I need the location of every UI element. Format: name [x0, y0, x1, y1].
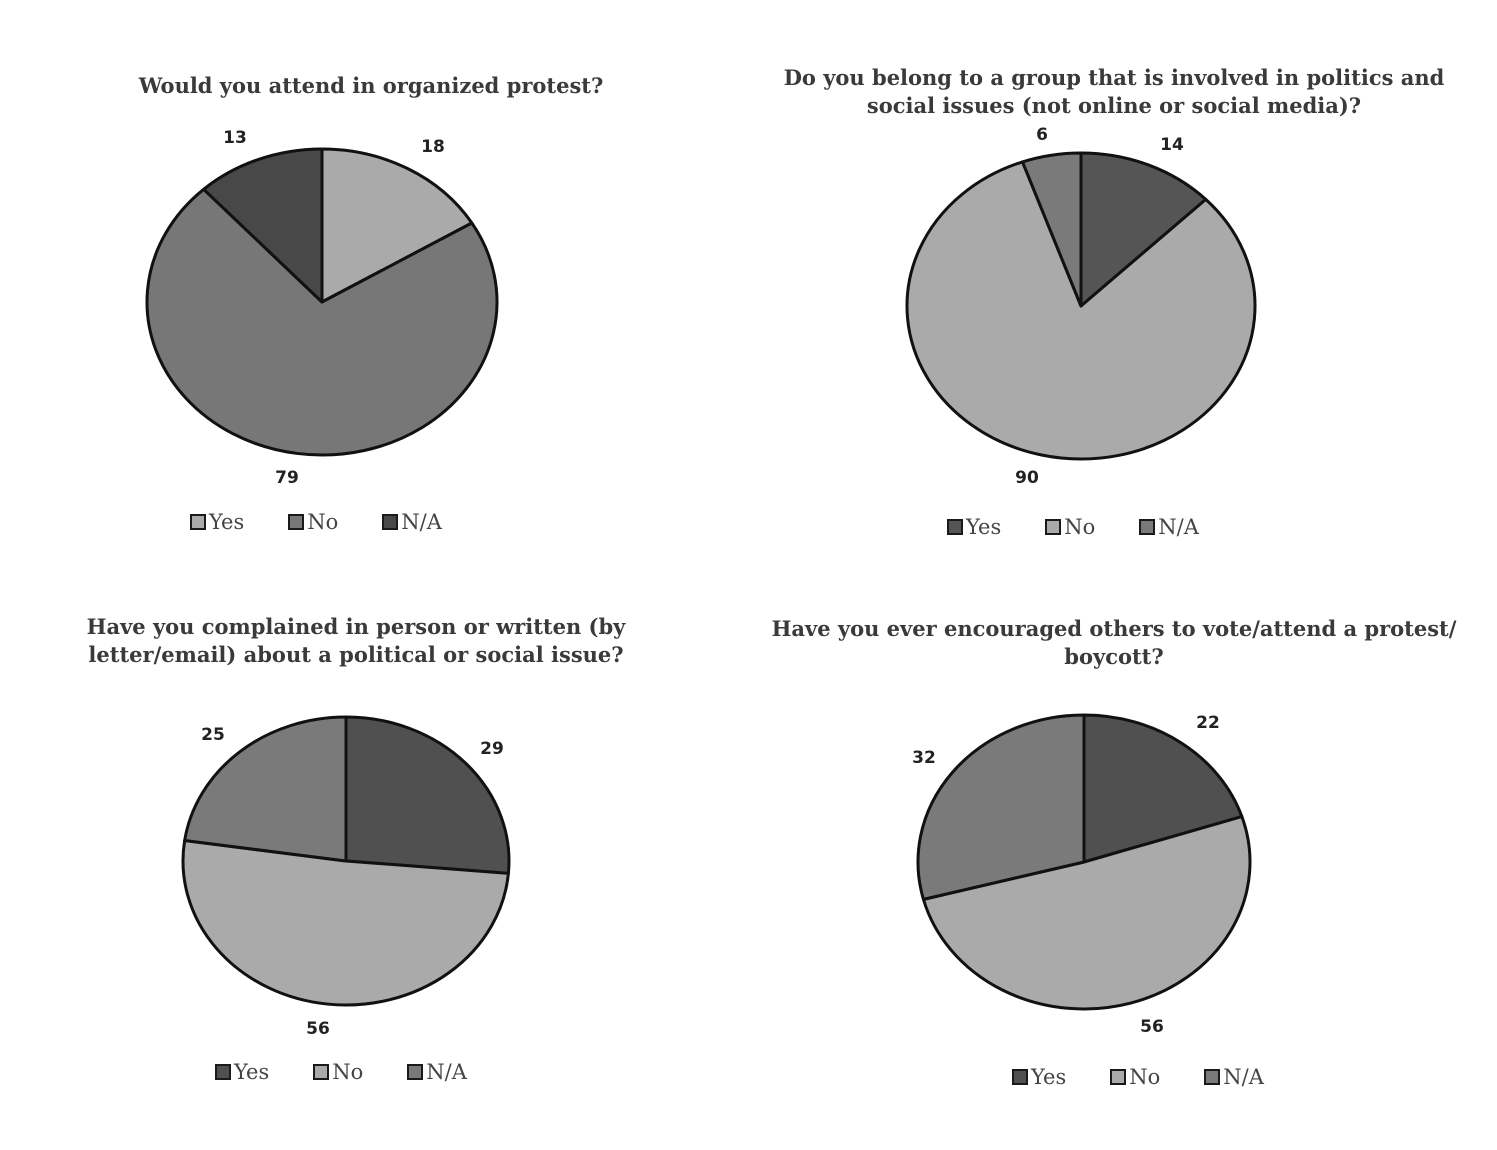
- chart-panel-2: Do you belong to a group that is involve…: [740, 0, 1488, 575]
- chart-legend: Yes No N/A: [215, 1060, 467, 1084]
- pie-slice-yes: [344, 715, 511, 875]
- pie-slice-n-a: [1021, 151, 1083, 308]
- legend-label: Yes: [966, 515, 1002, 539]
- legend-item: No: [313, 1060, 363, 1084]
- data-label: 6: [1036, 125, 1048, 145]
- legend-swatch: [190, 514, 206, 530]
- legend-swatch: [313, 1064, 330, 1080]
- data-label: 25: [201, 725, 225, 745]
- data-label: 90: [1015, 468, 1039, 488]
- pie-chart: 29 56 25: [181, 715, 511, 1039]
- legend-item: N/A: [382, 510, 442, 534]
- legend-item: Yes: [190, 510, 244, 534]
- legend-item: N/A: [407, 1060, 467, 1084]
- pie-slice-yes: [1082, 713, 1244, 864]
- legend-label: N/A: [426, 1060, 467, 1084]
- pie-slice-n-a: [202, 147, 324, 304]
- chart-panel-3: Have you complained in person or written…: [0, 575, 748, 1150]
- legend-label: N/A: [401, 510, 442, 534]
- legend-swatch: [288, 514, 305, 530]
- chart-title: Have you ever encouraged others to vote/…: [771, 616, 1457, 669]
- chart-panel-1: Would you attend in organized protest? 1…: [0, 0, 748, 575]
- legend-swatch: [382, 514, 399, 530]
- legend-item: N/A: [1139, 515, 1199, 539]
- chart-title: Have you complained in person or written…: [86, 614, 626, 667]
- legend-item: Yes: [947, 515, 1001, 539]
- pie-slice-no: [921, 815, 1252, 1011]
- data-label: 79: [275, 468, 299, 488]
- data-label: 14: [1160, 135, 1184, 155]
- legend-swatch: [1139, 519, 1156, 535]
- legend-label: No: [1064, 515, 1096, 539]
- legend-label: No: [307, 510, 339, 534]
- data-label: 29: [480, 739, 504, 759]
- legend-item: Yes: [215, 1060, 269, 1084]
- legend-swatch: [1045, 519, 1062, 535]
- legend-label: Yes: [234, 1060, 270, 1084]
- data-label: 13: [223, 128, 247, 148]
- pie-chart: 18 79 13: [145, 128, 499, 488]
- legend-swatch: [1204, 1069, 1221, 1085]
- data-label: 22: [1196, 713, 1220, 733]
- legend-label: No: [1129, 1065, 1161, 1089]
- pie-chart: 22 56 32: [912, 713, 1252, 1037]
- legend-label: N/A: [1158, 515, 1199, 539]
- legend-item: Yes: [1012, 1065, 1066, 1089]
- pie-slice-yes: [1079, 151, 1208, 308]
- data-label: 56: [306, 1019, 330, 1039]
- legend-swatch: [947, 519, 963, 535]
- pie-slice-n-a: [183, 715, 348, 863]
- legend-swatch: [407, 1064, 424, 1080]
- chart-legend: Yes No N/A: [947, 515, 1199, 539]
- legend-item: No: [1110, 1065, 1160, 1089]
- pie-slice-no: [181, 839, 510, 1007]
- pie-slice-no: [145, 187, 499, 457]
- legend-item: No: [288, 510, 338, 534]
- data-label: 56: [1140, 1017, 1164, 1037]
- chart-panel-4: Have you ever encouraged others to vote/…: [740, 575, 1488, 1150]
- pie-chart: 14 90 6: [905, 125, 1257, 488]
- pie-slice-no: [905, 160, 1257, 461]
- legend-item: No: [1045, 515, 1095, 539]
- chart-legend: Yes No N/A: [190, 510, 442, 534]
- data-label: 18: [421, 137, 445, 157]
- data-label: 32: [912, 748, 936, 768]
- pie-slice-yes: [320, 147, 474, 304]
- legend-label: N/A: [1223, 1065, 1264, 1089]
- legend-label: Yes: [209, 510, 245, 534]
- legend-swatch: [1012, 1069, 1028, 1085]
- pie-slice-n-a: [916, 713, 1086, 901]
- chart-legend: Yes No N/A: [1012, 1065, 1264, 1089]
- legend-swatch: [215, 1064, 231, 1080]
- legend-item: N/A: [1204, 1065, 1264, 1089]
- legend-label: Yes: [1031, 1065, 1067, 1089]
- legend-swatch: [1110, 1069, 1127, 1085]
- chart-title: Would you attend in organized protest?: [138, 73, 604, 98]
- chart-title: Do you belong to a group that is involve…: [783, 65, 1445, 118]
- legend-label: No: [332, 1060, 364, 1084]
